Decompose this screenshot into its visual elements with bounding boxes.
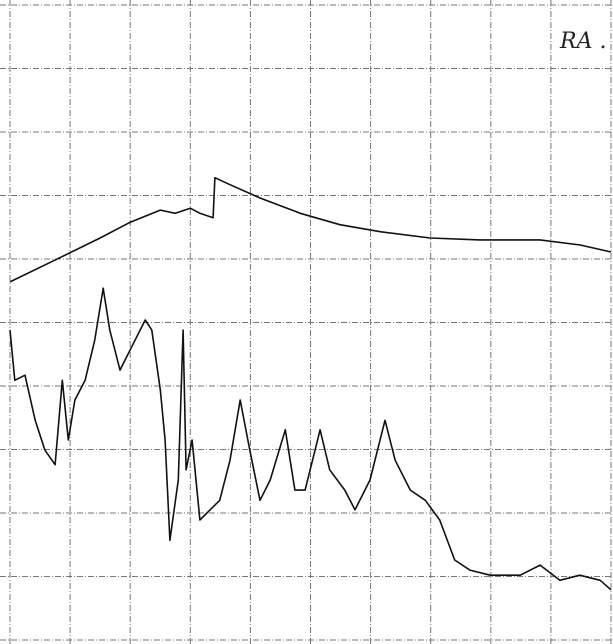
chart: RA . [0,0,613,644]
annotation: RA . [559,29,606,54]
